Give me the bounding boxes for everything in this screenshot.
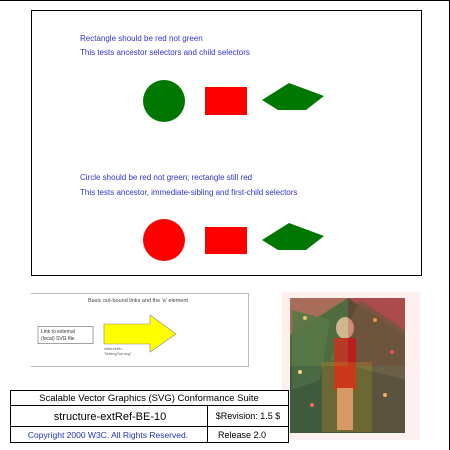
green-pentagon-2	[262, 223, 324, 250]
conformance-footer: Scalable Vector Graphics (SVG) Conforman…	[10, 390, 289, 443]
copyright: Copyright 2000 W3C. All Rights Reserved.	[28, 430, 188, 440]
test-line-4: This tests ancestor, immediate-sibling a…	[80, 188, 297, 197]
test-line-1: Rectangle should be red not green	[80, 34, 203, 43]
suite-title: Scalable Vector Graphics (SVG) Conforman…	[39, 393, 259, 404]
red-rectangle	[205, 87, 247, 115]
test-line-3: Circle should be red not green; rectangl…	[80, 173, 252, 182]
test-name: structure-extRef-BE-10	[54, 411, 166, 423]
thumbnail-caption-1: xlink:href=	[104, 346, 123, 351]
test-line-2: This tests ancestor selectors and child …	[80, 48, 250, 57]
thumbnail-link-label-1: Link to external	[41, 329, 75, 335]
green-pentagon	[262, 83, 324, 110]
green-circle	[143, 80, 185, 122]
thumbnail-link-box[interactable]	[37, 326, 94, 344]
release: Release 2.0	[218, 430, 266, 440]
thumbnail-link-label-2: (local) SVG file	[41, 336, 75, 342]
revision: $Revision: 1.5 $	[216, 411, 281, 421]
thumbnail-image: Basic out-bound links and the 'a' elemen…	[31, 293, 249, 367]
christmas-photo	[282, 292, 420, 440]
thumbnail-title: Basic out-bound links and the 'a' elemen…	[88, 298, 188, 304]
footer-frame	[10, 390, 289, 443]
thumbnail-caption-2: "linkingToc.svg"	[104, 351, 132, 356]
thumbnail-arrow[interactable]	[103, 314, 177, 353]
red-circle	[143, 219, 185, 261]
red-rectangle-2	[205, 227, 247, 254]
